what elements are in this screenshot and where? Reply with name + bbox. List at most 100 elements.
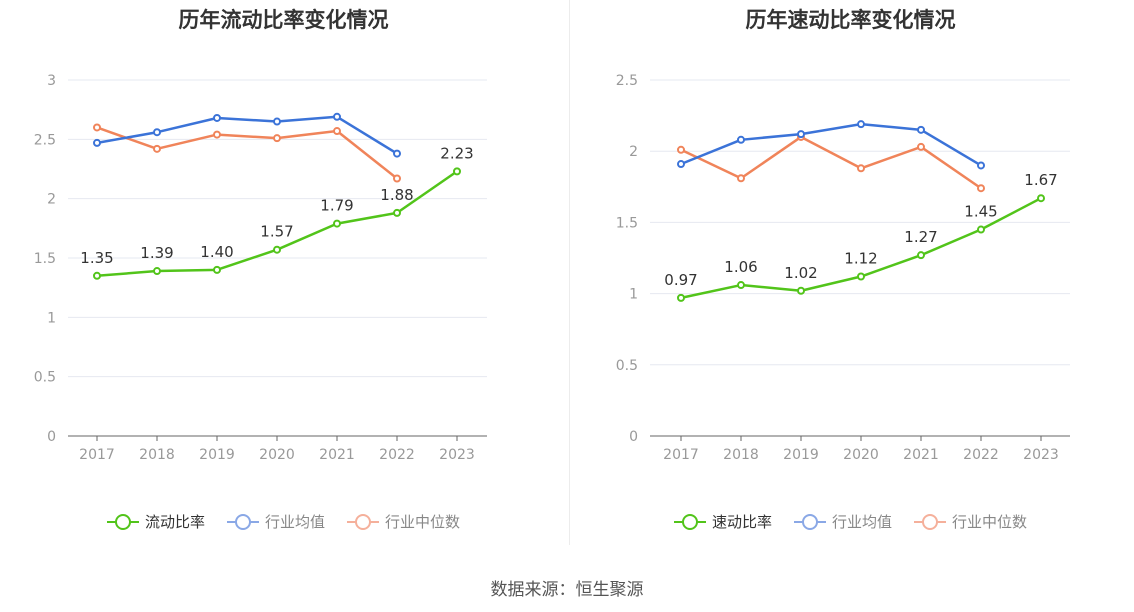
data-point xyxy=(453,167,461,176)
x-tick-label: 2018 xyxy=(723,447,759,463)
current-ratio-plot: 0 0.5 1 1.5 2 2.5 3 2017 2018 2019 2020 2021 2022 202… xyxy=(34,73,487,463)
data-source-note: 数据来源：恒生聚源 xyxy=(490,580,644,600)
y-tick-label: 3 xyxy=(47,73,56,89)
legend: 流动比率 行业均值 行业中位数 xyxy=(0,511,567,532)
legend: 速动比率 行业均值 行业中位数 xyxy=(567,511,1134,532)
data-point xyxy=(677,160,685,169)
chart-title: 历年速动比率变化情况 xyxy=(745,8,956,32)
data-point xyxy=(737,174,745,183)
x-tick-label: 2019 xyxy=(783,447,819,463)
data-point xyxy=(93,271,101,280)
data-label: 1.57 xyxy=(260,223,293,241)
data-point xyxy=(393,208,401,217)
data-point xyxy=(917,251,925,260)
legend-marker-icon xyxy=(914,513,946,531)
y-tick-label: 1 xyxy=(47,310,56,326)
data-point xyxy=(333,127,341,136)
legend-label: 行业中位数 xyxy=(952,513,1028,531)
data-point xyxy=(333,219,341,228)
x-tick-label: 2020 xyxy=(259,447,295,463)
quick-ratio-plot: 0 0.5 1 1.5 2 2.5 2017 2018 2019 2020 2021 2022 2023… xyxy=(616,73,1070,463)
data-point xyxy=(797,130,805,139)
data-label: 1.88 xyxy=(380,186,413,204)
data-label: 0.97 xyxy=(664,271,697,289)
data-point xyxy=(153,144,161,153)
x-tick-label: 2020 xyxy=(843,447,879,463)
legend-marker-icon xyxy=(106,513,139,531)
x-tick-label: 2021 xyxy=(903,447,939,463)
data-point xyxy=(153,267,161,276)
x-tick-label: 2022 xyxy=(963,447,999,463)
y-tick-label: 0.5 xyxy=(34,370,56,386)
legend-label: 行业均值 xyxy=(264,513,325,531)
legend-item-company[interactable]: 流动比率 xyxy=(106,511,205,532)
quick-ratio-chart: 0 0.5 1 1.5 2 2.5 2017 2018 2019 2020 2021 2022 2023… xyxy=(567,0,1134,550)
y-tick-label: 0 xyxy=(47,429,56,445)
y-tick-label: 2 xyxy=(629,144,638,160)
data-point xyxy=(917,125,925,134)
legend-label: 流动比率 xyxy=(144,513,205,531)
x-tick-label: 2017 xyxy=(79,447,115,463)
y-tick-label: 0 xyxy=(629,429,638,445)
data-label: 1.39 xyxy=(140,244,173,262)
series-line xyxy=(96,115,398,155)
data-label: 1.12 xyxy=(844,250,877,268)
legend-item-industry-median[interactable]: 行业中位数 xyxy=(914,511,1027,532)
y-tick-label: 1.5 xyxy=(34,251,56,267)
data-point xyxy=(273,117,281,126)
y-tick-label: 0.5 xyxy=(616,358,638,374)
data-point xyxy=(797,286,805,295)
y-tick-label: 2.5 xyxy=(34,132,56,148)
x-tick-label: 2022 xyxy=(379,447,415,463)
x-tick-label: 2021 xyxy=(319,447,355,463)
data-point xyxy=(977,184,985,193)
series-line xyxy=(680,135,982,190)
chart-title: 历年流动比率变化情况 xyxy=(178,8,389,32)
data-label: 2.23 xyxy=(440,144,473,162)
data-point xyxy=(273,134,281,143)
current-ratio-chart: 0 0.5 1 1.5 2 2.5 3 2017 2018 2019 2020 2021 2022 202… xyxy=(0,0,567,550)
data-point xyxy=(273,245,281,254)
legend-marker-icon xyxy=(673,513,706,531)
x-tick-label: 2017 xyxy=(663,447,699,463)
data-point xyxy=(153,128,161,137)
data-point xyxy=(977,225,985,234)
x-tick-label: 2019 xyxy=(199,447,235,463)
data-point xyxy=(393,174,401,183)
data-point xyxy=(213,113,221,122)
data-point xyxy=(857,120,865,129)
y-tick-label: 2.5 xyxy=(616,73,638,89)
x-tick-label: 2023 xyxy=(439,447,475,463)
data-point xyxy=(93,123,101,132)
data-point xyxy=(977,161,985,170)
data-point xyxy=(333,112,341,121)
data-label: 1.35 xyxy=(80,249,113,267)
data-point xyxy=(1037,194,1045,203)
series-line xyxy=(96,126,398,180)
data-point xyxy=(213,265,221,274)
x-tick-label: 2018 xyxy=(139,447,175,463)
data-point xyxy=(393,149,401,158)
legend-label: 行业均值 xyxy=(831,513,892,531)
legend-item-industry-avg[interactable]: 行业均值 xyxy=(793,511,892,532)
data-point xyxy=(737,281,745,290)
data-label: 1.79 xyxy=(320,197,353,215)
data-label: 1.40 xyxy=(200,243,233,261)
series-line xyxy=(680,122,982,167)
legend-label: 行业中位数 xyxy=(385,513,461,531)
legend-marker-icon xyxy=(226,513,259,531)
data-point xyxy=(857,272,865,281)
legend-marker-icon xyxy=(793,513,826,531)
y-tick-label: 2 xyxy=(47,192,56,208)
data-point xyxy=(677,145,685,154)
data-point xyxy=(213,130,221,139)
data-label: 1.45 xyxy=(964,203,997,221)
data-point xyxy=(857,164,865,173)
legend-item-company[interactable]: 速动比率 xyxy=(673,511,772,532)
panel-divider xyxy=(569,0,570,545)
legend-item-industry-median[interactable]: 行业中位数 xyxy=(347,511,460,532)
data-point xyxy=(93,138,101,147)
legend-item-industry-avg[interactable]: 行业均值 xyxy=(226,511,325,532)
data-label: 1.67 xyxy=(1024,171,1057,189)
legend-marker-icon xyxy=(347,513,379,531)
